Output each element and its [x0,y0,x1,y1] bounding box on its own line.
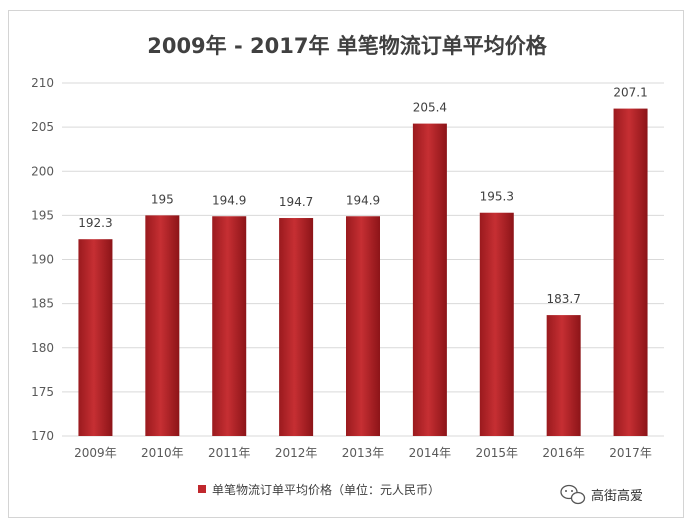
data-label: 195 [151,192,174,206]
x-axis-ticks: 2009年 2010年 2011年 2012年 2013年 2014年 2015年 2016年… [74,446,652,460]
y-tick-label: 180 [31,341,54,355]
y-tick-label: 175 [31,385,54,399]
data-label: 194.9 [346,193,380,207]
x-tick-label: 2010年 [141,446,184,460]
y-tick-label: 205 [31,120,54,134]
y-tick-label: 200 [31,164,54,178]
bar [145,215,180,436]
y-tick-label: 190 [31,253,54,267]
data-label: 183.7 [546,292,580,306]
y-tick-label: 170 [31,429,54,443]
bar [78,239,113,436]
bar [212,216,247,436]
legend: 单笔物流订单平均价格（单位：元人民币） [198,482,440,497]
x-tick-label: 2009年 [74,446,117,460]
x-tick-label: 2016年 [542,446,585,460]
bars [78,108,648,436]
x-tick-label: 2011年 [208,446,251,460]
watermark: 高街高爱 [560,484,643,505]
y-tick-label: 195 [31,208,54,222]
wechat-icon [560,484,586,505]
data-label: 192.3 [78,216,112,230]
bar [346,216,380,436]
legend-swatch [198,485,206,493]
data-label: 207.1 [613,86,647,100]
bar [479,212,514,436]
y-axis-ticks: 170 175 180 185 190 195 200 205 210 [31,76,54,443]
chart-frame: 2009年 - 2017年 单笔物流订单平均价格 170 175 180 185 190… [8,10,684,518]
data-label: 194.7 [279,195,313,209]
x-tick-label: 2017年 [609,446,652,460]
chart-title: 2009年 - 2017年 单笔物流订单平均价格 [147,34,548,58]
legend-label: 单笔物流订单平均价格（单位：元人民币） [212,482,440,497]
data-label: 205.4 [413,101,447,115]
x-tick-label: 2013年 [342,446,385,460]
data-label: 194.9 [212,193,246,207]
data-labels: 192.3 195 194.9 194.7 194.9 205.4 195.3 183.7 20… [78,86,647,307]
x-tick-label: 2012年 [275,446,318,460]
bar [279,218,314,436]
data-label: 195.3 [480,190,514,204]
watermark-text: 高街高爱 [591,488,643,504]
x-tick-label: 2014年 [409,446,452,460]
x-tick-label: 2015年 [476,446,519,460]
y-tick-label: 210 [31,76,54,90]
bar [546,315,581,436]
bar [412,123,447,436]
bar [613,108,648,436]
y-tick-label: 185 [31,297,54,311]
bar-chart: 2009年 - 2017年 单笔物流订单平均价格 170 175 180 185 190… [31,34,664,505]
